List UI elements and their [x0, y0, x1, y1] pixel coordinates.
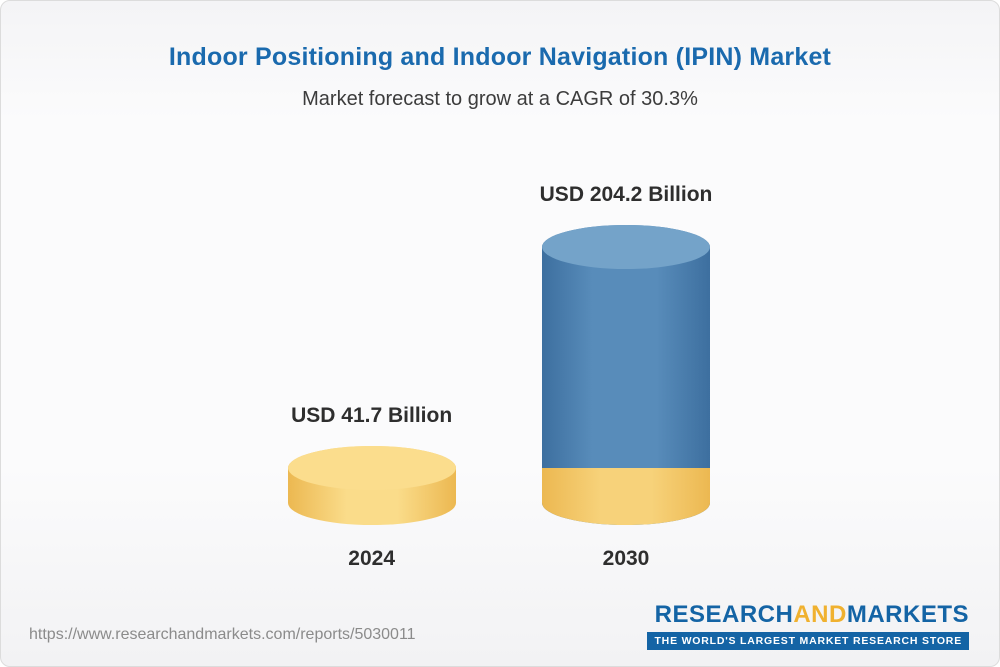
logo-tagline: THE WORLD'S LARGEST MARKET RESEARCH STOR… — [647, 632, 969, 650]
bar-group-2030: USD 204.2 Billion 2030 — [540, 183, 713, 571]
chart-header: Indoor Positioning and Indoor Navigation… — [1, 1, 999, 111]
source-url: https://www.researchandmarkets.com/repor… — [29, 626, 416, 643]
page-title: Indoor Positioning and Indoor Navigation… — [168, 43, 832, 71]
bar-2030-base-segment — [542, 468, 710, 525]
chart-area: USD 41.7 Billion 2024 USD 204.2 Billion … — [1, 151, 999, 571]
axis-label-2024: 2024 — [348, 547, 395, 570]
axis-label-2030: 2030 — [602, 547, 650, 570]
bar-value-label-2024: USD 41.7 Billion — [291, 404, 453, 427]
bar-2024 — [287, 446, 456, 525]
bar-2024-lid — [287, 446, 456, 490]
page-subtitle: Market forecast to grow at a CAGR of 30.… — [302, 88, 698, 110]
logo-word-research: RESEARCH — [654, 601, 794, 628]
bar-value-label-2030: USD 204.2 Billion — [539, 183, 713, 206]
logo-word-markets: MARKETS — [846, 601, 969, 628]
bar-2030 — [542, 225, 710, 525]
logo-word-and: AND — [793, 601, 847, 628]
research-and-markets-logo: RESEARCHANDMARKETS THE WORLD'S LARGEST M… — [647, 601, 969, 650]
logo-wordmark: RESEARCHANDMARKETS — [655, 601, 969, 629]
bar-2030-lid — [542, 225, 710, 269]
bar-group-2024: USD 41.7 Billion 2024 — [287, 404, 456, 571]
